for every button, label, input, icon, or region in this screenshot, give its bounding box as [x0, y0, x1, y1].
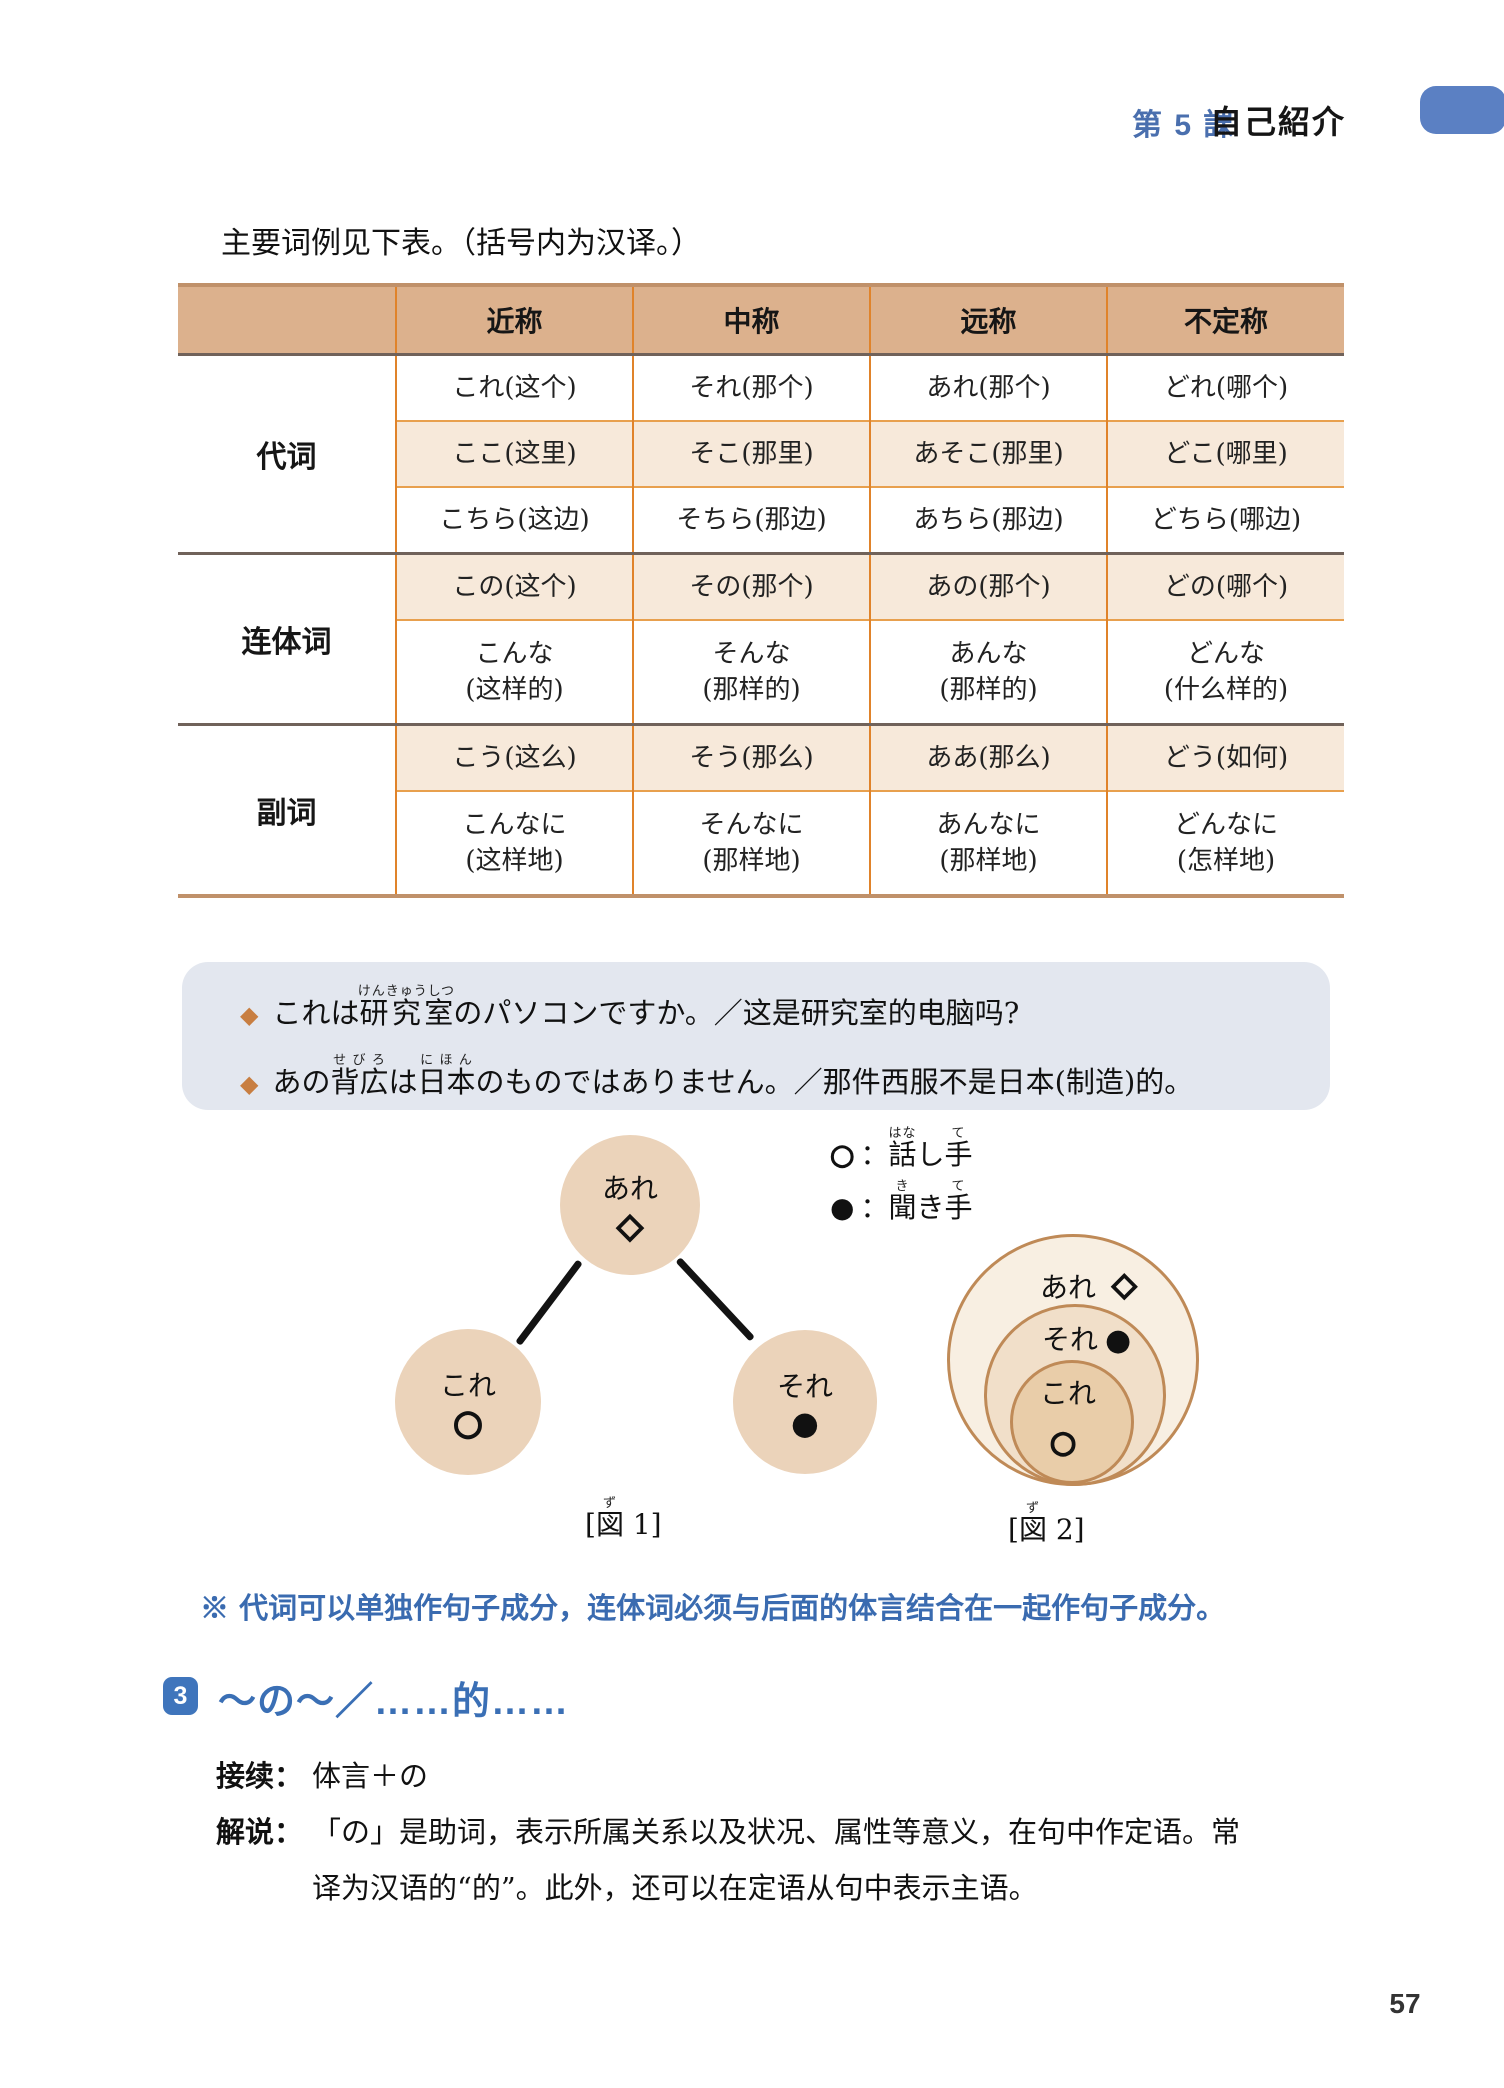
figure1-circle-sore: それ ●: [733, 1330, 877, 1474]
table-cell: あんなに (那样地): [869, 790, 1107, 896]
diamond-outline-icon: ◇: [1111, 1265, 1138, 1303]
lesson-title: 自己紹介: [1210, 104, 1347, 140]
column-header: 中称: [632, 285, 870, 356]
circle-label: あれ: [601, 1172, 658, 1205]
open-circle-icon: ○: [1049, 1425, 1077, 1460]
ring-label: これ: [1040, 1377, 1097, 1410]
section-title: ～の～／……的……: [218, 1681, 570, 1723]
table-cell: ここ(这里): [395, 420, 633, 487]
page-number: 57: [1389, 1988, 1421, 2019]
example-box: [182, 962, 1330, 1110]
table-cell: そんなに (那样地): [632, 790, 870, 896]
table-row: 代词 これ(这个) それ(那个) あれ(那个) どれ(哪个): [178, 354, 1344, 554]
legend-item-speaker: ○ ：話はなし手て: [829, 1126, 973, 1173]
table-cell: あれ(那个): [869, 354, 1107, 421]
figure1-circle-kore: これ ○: [395, 1329, 541, 1475]
connector-line-right: [675, 1257, 755, 1342]
demonstratives-table: 近称 中称 远称 不定称 代词 これ(这个) それ(那个) あれ(那个) どれ(…: [178, 283, 1344, 898]
figure-legend: ○ ：話はなし手て ● ：聞きき手て: [829, 1126, 973, 1226]
column-header: 不定称: [1106, 285, 1344, 356]
table-cell: こんなに (这样地): [395, 790, 633, 896]
table-row: こんな (这样的) そんな (那样的) あんな (那样的) どんな (什么样的): [178, 619, 1344, 725]
table-corner-cell: [178, 285, 396, 356]
table-cell: こんな (这样的): [395, 619, 633, 725]
row-group-label: 副词: [178, 723, 396, 896]
diamond-bullet-icon: ◆: [240, 1070, 259, 1098]
lesson-number: 第 5 課: [1132, 109, 1236, 142]
filled-circle-icon: ●: [830, 1191, 855, 1224]
table-cell: どう(如何): [1106, 723, 1344, 791]
table-row: 副词 こう(这么) そう(那么) ああ(那么) どう(如何): [178, 723, 1344, 896]
corner-tab: [1420, 86, 1504, 134]
table-cell: こう(这么): [395, 723, 633, 791]
figure1-caption: [図ず 1]: [585, 1496, 662, 1541]
figure2-ring-kore: [1010, 1360, 1134, 1484]
table-cell: どんな (什么样的): [1106, 619, 1344, 725]
grammar-note: ※ 代词可以单独作句子成分，连体词必须与后面的体言结合在一起作句子成分。: [200, 1591, 1226, 1625]
table-row: こんなに (这样地) そんなに (那样地) あんなに (那样地) どんなに (怎…: [178, 790, 1344, 896]
diamond-outline-icon: ◇: [616, 1206, 644, 1246]
table-cell: どこ(哪里): [1106, 420, 1344, 487]
filled-circle-icon: ●: [1105, 1323, 1132, 1358]
example-text: あの背広せびろは日本にほんのものではありません。／那件西服不是日本(制造)的。: [272, 1053, 1194, 1099]
table-row: こちら(这边) そちら(那边) あちら(那边) どちら(哪边): [178, 486, 1344, 554]
ring-label: あれ: [1040, 1271, 1097, 1304]
table-cell: この(这个): [395, 552, 633, 620]
open-circle-icon: ○: [829, 1137, 855, 1172]
connector-line-left: [515, 1259, 583, 1346]
legend-label: ：聞きき手て: [860, 1179, 973, 1224]
table-cell: そんな (那样的): [632, 619, 870, 725]
open-circle-icon: ○: [452, 1403, 484, 1443]
setsuzoku-label: 接续：: [216, 1761, 304, 1793]
table-cell: そちら(那边): [632, 486, 870, 554]
kaisetsu-label: 解说：: [216, 1817, 304, 1849]
table-cell: どんなに (怎样地): [1106, 790, 1344, 896]
table-cell: どちら(哪边): [1106, 486, 1344, 554]
example-text: これは研究室けんきゅうしつのパソコンですか。／这是研究室的电脑吗?: [272, 984, 1020, 1030]
table-cell: その(那个): [632, 552, 870, 620]
row-group-label: 连体词: [178, 552, 396, 725]
figure1-circle-are: あれ ◇: [560, 1135, 700, 1275]
table-cell: そう(那么): [632, 723, 870, 791]
table-cell: これ(这个): [395, 354, 633, 421]
table-row: ここ(这里) そこ(那里) あそこ(那里) どこ(哪里): [178, 420, 1344, 487]
kaisetsu-line: 「の」是助词，表示所属关系以及状况、属性等意义，在句中作定语。常: [312, 1815, 1241, 1849]
legend-item-listener: ● ：聞きき手て: [830, 1179, 973, 1226]
table-cell: あちら(那边): [869, 486, 1107, 554]
column-header: 远称: [869, 285, 1107, 356]
row-group-label: 代词: [178, 354, 396, 554]
table-cell: あの(那个): [869, 552, 1107, 620]
table-header-row: 近称 中称 远称 不定称: [178, 285, 1344, 356]
table-cell: こちら(这边): [395, 486, 633, 554]
table-cell: あんな (那样的): [869, 619, 1107, 725]
column-header: 近称: [395, 285, 633, 356]
table-cell: どの(哪个): [1106, 552, 1344, 620]
table-cell: それ(那个): [632, 354, 870, 421]
section-number-badge: 3: [163, 1677, 198, 1715]
figure2-caption: [図ず 2]: [1008, 1501, 1085, 1546]
setsuzoku-text: 体言＋の: [312, 1759, 429, 1793]
circle-label: これ: [439, 1369, 496, 1402]
table-cell: どれ(哪个): [1106, 354, 1344, 421]
example-sentence: ◆ あの背広せびろは日本にほんのものではありません。／那件西服不是日本(制造)的…: [240, 1053, 1193, 1100]
filled-circle-icon: ●: [791, 1404, 819, 1442]
table-row: 连体词 この(这个) その(那个) あの(那个) どの(哪个): [178, 552, 1344, 725]
diamond-bullet-icon: ◆: [240, 1001, 259, 1029]
table-cell: あそこ(那里): [869, 420, 1107, 487]
circle-label: それ: [776, 1370, 833, 1403]
kaisetsu-line: 译为汉语的“的”。此外，还可以在定语从句中表示主语。: [312, 1871, 1038, 1905]
ring-label: それ: [1042, 1323, 1099, 1356]
intro-text: 主要词例见下表。（括号内为汉译。）: [221, 226, 701, 261]
legend-label: ：話はなし手て: [860, 1126, 973, 1171]
table-cell: そこ(那里): [632, 420, 870, 487]
table-cell: ああ(那么): [869, 723, 1107, 791]
example-sentence: ◆ これは研究室けんきゅうしつのパソコンですか。／这是研究室的电脑吗?: [240, 984, 1019, 1031]
